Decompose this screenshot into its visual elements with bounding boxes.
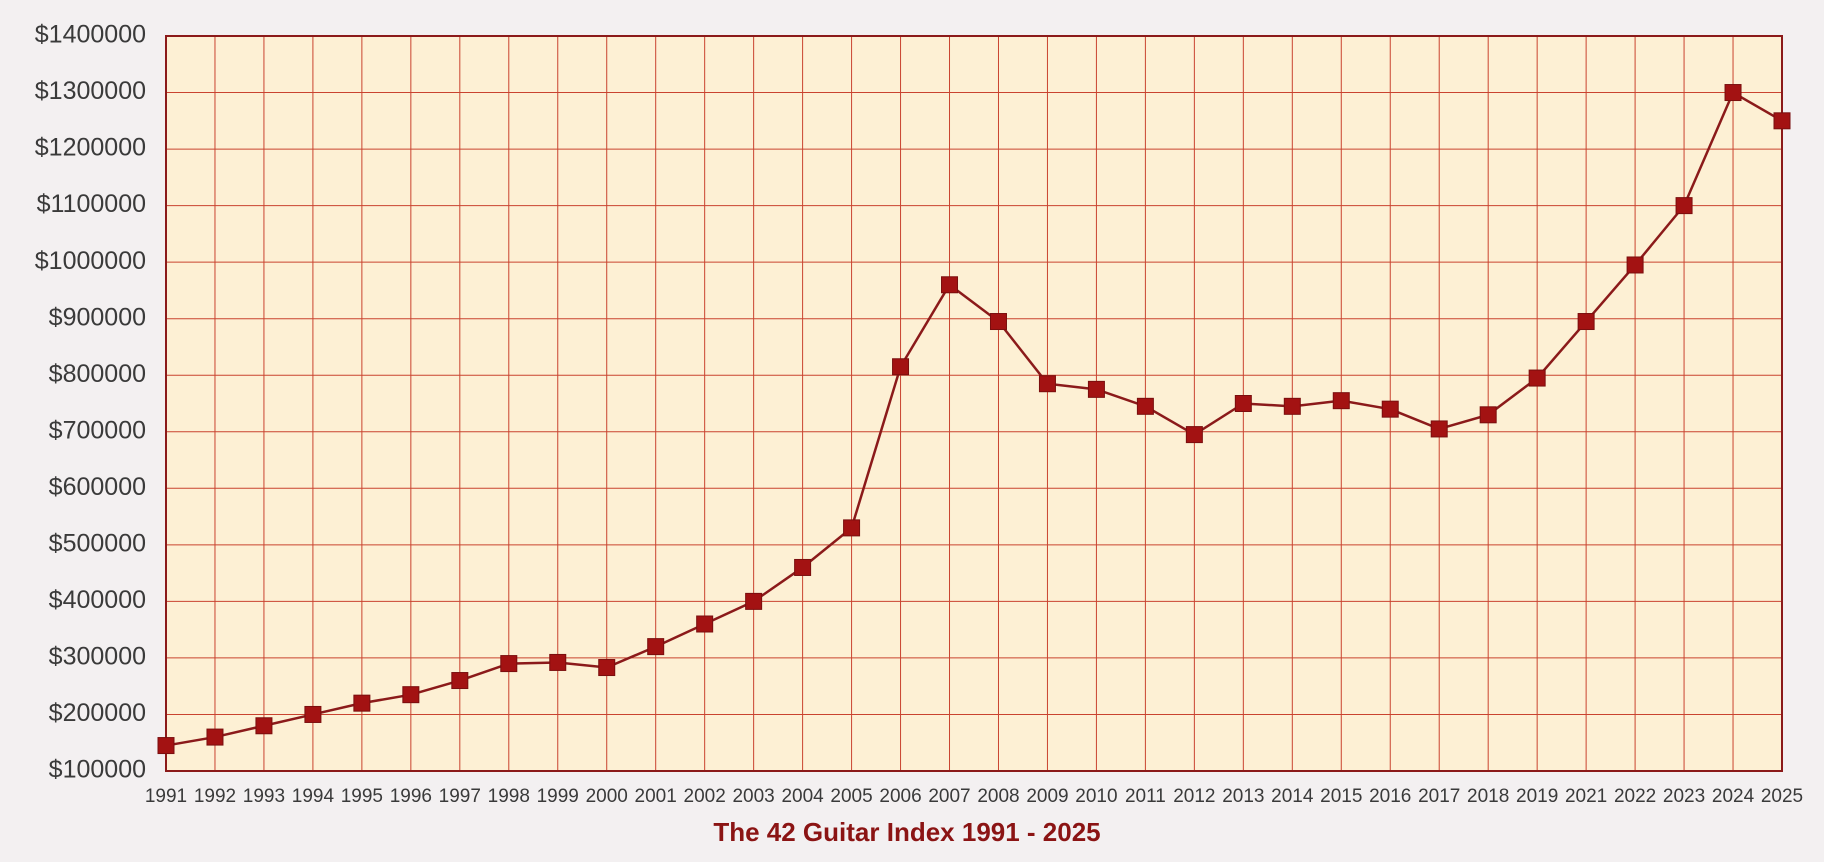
chart-title: The 42 Guitar Index 1991 - 2025 <box>713 817 1100 847</box>
data-point <box>549 653 567 671</box>
x-tick-label: 2002 <box>684 786 726 807</box>
data-point <box>892 358 910 376</box>
data-point <box>794 558 812 576</box>
data-point <box>1087 380 1105 398</box>
x-tick-label: 2016 <box>1369 786 1411 807</box>
data-point <box>598 659 616 677</box>
x-tick-label: 2006 <box>879 786 921 807</box>
data-point <box>647 638 665 656</box>
data-point <box>1626 256 1644 274</box>
x-tick-label: 2025 <box>1761 786 1803 807</box>
data-point <box>843 519 861 537</box>
data-point <box>1577 313 1595 331</box>
data-point <box>989 313 1007 331</box>
x-tick-label: 1998 <box>488 786 530 807</box>
x-tick-label: 2011 <box>1125 786 1166 807</box>
y-tick-label: $800000 <box>49 360 146 388</box>
x-tick-label: 1991 <box>145 786 187 807</box>
x-tick-label: 2003 <box>732 786 774 807</box>
x-tick-label: 1996 <box>390 786 432 807</box>
y-tick-label: $200000 <box>49 699 146 727</box>
plot-border <box>165 35 1783 772</box>
data-point <box>696 615 714 633</box>
data-point <box>1675 197 1693 215</box>
y-tick-label: $700000 <box>49 416 146 444</box>
x-tick-label: 2005 <box>830 786 872 807</box>
data-point <box>353 694 371 712</box>
x-tick-label: 2017 <box>1418 786 1460 807</box>
x-tick-label: 2012 <box>1173 786 1215 807</box>
y-tick-label: $1300000 <box>35 77 146 105</box>
x-tick-label: 1997 <box>439 786 481 807</box>
y-tick-label: $300000 <box>49 643 146 671</box>
data-point <box>745 592 763 610</box>
x-tick-label: 2001 <box>635 786 677 807</box>
x-tick-label: 1993 <box>243 786 285 807</box>
x-tick-label: 1992 <box>194 786 236 807</box>
data-point <box>304 705 322 723</box>
y-tick-label: $1100000 <box>37 190 146 218</box>
x-tick-label: 2022 <box>1614 786 1656 807</box>
y-tick-label: $500000 <box>49 529 146 557</box>
data-point <box>500 655 518 673</box>
x-tick-label: 2019 <box>1516 786 1558 807</box>
data-point <box>1724 84 1742 102</box>
x-tick-label: 2014 <box>1271 786 1314 807</box>
x-tick-label: 2021 <box>1565 786 1607 807</box>
x-tick-label: 2010 <box>1075 786 1117 807</box>
data-point <box>1332 392 1350 410</box>
y-tick-label: $400000 <box>49 586 146 614</box>
x-tick-label: 2015 <box>1320 786 1362 807</box>
x-tick-label: 2000 <box>586 786 628 807</box>
y-tick-label: $1400000 <box>35 21 146 49</box>
y-tick-label: $1000000 <box>35 247 146 275</box>
data-point <box>1038 375 1056 393</box>
data-point <box>402 686 420 704</box>
data-point <box>941 276 959 294</box>
data-point <box>157 737 175 755</box>
x-tick-label: 2008 <box>977 786 1019 807</box>
data-point <box>206 728 224 746</box>
data-point <box>1185 426 1203 444</box>
data-point <box>1430 420 1448 438</box>
data-line <box>165 90 1783 747</box>
x-tick-label: 2024 <box>1712 786 1755 807</box>
x-tick-label: 2009 <box>1026 786 1068 807</box>
data-point <box>1283 397 1301 415</box>
x-tick-label: 2023 <box>1663 786 1705 807</box>
x-tick-label: 1994 <box>292 786 335 807</box>
data-point <box>1479 406 1497 424</box>
y-tick-label: $100000 <box>49 756 146 784</box>
x-tick-label: 2007 <box>928 786 970 807</box>
data-point <box>255 717 273 735</box>
y-tick-label: $600000 <box>49 473 146 501</box>
data-point <box>1234 395 1252 412</box>
data-point <box>1136 397 1154 415</box>
x-tick-label: 1999 <box>537 786 579 807</box>
plot-area <box>166 36 1782 771</box>
x-tick-label: 2013 <box>1222 786 1264 807</box>
x-tick-label: 2018 <box>1467 786 1509 807</box>
x-tick-label: 2004 <box>781 786 824 807</box>
data-point <box>1381 400 1399 418</box>
y-tick-label: $900000 <box>49 303 146 331</box>
x-tick-label: 1995 <box>341 786 383 807</box>
data-point <box>1773 112 1791 130</box>
y-tick-label: $1200000 <box>35 134 146 162</box>
data-point <box>1528 369 1546 387</box>
data-point <box>451 672 469 690</box>
